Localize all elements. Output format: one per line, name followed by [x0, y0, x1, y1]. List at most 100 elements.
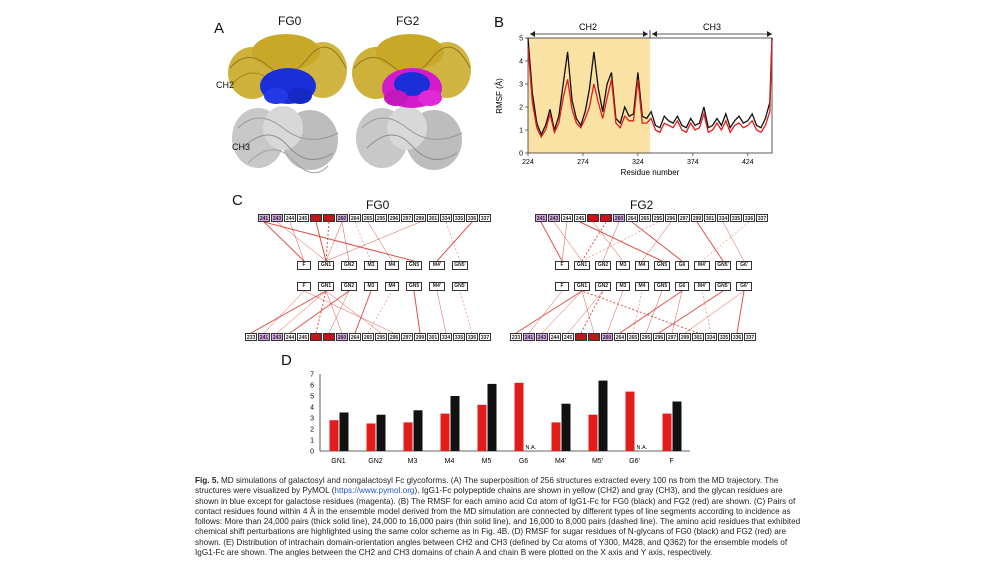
fg2-bar-4	[477, 404, 487, 451]
fg2-bottom-residue-box: 334	[705, 333, 717, 341]
figure-caption: Fig. 5. MD simulations of galactosyl and…	[195, 476, 807, 558]
fg0-upper-glycan-box: M3	[364, 261, 378, 270]
bar-category-label: M5'	[592, 458, 603, 465]
panel-a-label: A	[214, 20, 225, 37]
fg2-lower-contact-line	[567, 290, 604, 334]
fg0-upper-contact-line	[354, 221, 372, 262]
fg2-top-residue-box: 241	[535, 214, 547, 222]
y-tick-label: 4	[519, 59, 523, 66]
fg0-bar-7	[598, 380, 608, 451]
fg0-bottom-residue-box: 244	[284, 333, 296, 341]
fg2-upper-contact-line	[696, 221, 724, 262]
rmsf-plot-frame	[527, 37, 773, 154]
bar-y-tick-label: 4	[310, 405, 314, 412]
fg2-top-residue-box: 334	[717, 214, 729, 222]
fg0-bottom-residue-box: 245	[297, 333, 309, 341]
fg0-bar-6	[561, 403, 571, 451]
fg0-lower-contact-line	[328, 290, 350, 334]
fg2-bottom-residue-box	[588, 333, 600, 341]
fg2-bottom-residue-box: 336	[731, 333, 743, 341]
contact-fg0-title: FG0	[366, 198, 390, 212]
fg2-bottom-residue-box: 264	[614, 333, 626, 341]
fg2-lower-glycan-box: F	[555, 282, 569, 291]
fg2-upper-glycan-box: F	[555, 261, 569, 270]
fg2-upper-contact-line	[581, 221, 607, 262]
fg0-top-residue-box: 265	[362, 214, 374, 222]
fg2-lower-contact-line	[528, 290, 563, 334]
fg2-structure-title: FG2	[396, 14, 420, 28]
fg2-lower-contact-line	[671, 290, 683, 334]
fg2-ch3-gray	[356, 106, 463, 170]
fg2-bottom-residue-box: 296	[653, 333, 665, 341]
fg0-bar-9	[672, 401, 682, 451]
bar-category-label: GN1	[331, 458, 346, 465]
fg2-upper-contact-line	[561, 221, 568, 262]
fg0-glycan-blue	[260, 68, 316, 104]
fg0-bottom-residue-box: 335	[453, 333, 465, 341]
fg0-lower-contact-line	[354, 290, 372, 334]
fg0-lower-glycan-box: M4'	[429, 282, 445, 291]
fg0-lower-contact-line	[413, 290, 421, 334]
fg2-bar-5	[514, 382, 524, 451]
fg0-bar-2	[413, 410, 423, 451]
fg0-upper-glycan-box: GN5'	[452, 261, 468, 270]
fg0-upper-contact-line	[367, 221, 393, 262]
fg2-upper-glycan-box: GN2	[595, 261, 611, 270]
fg0-lower-contact-line	[315, 290, 327, 334]
fg0-bottom-residue-box: 336	[466, 333, 478, 341]
bar-category-label: M5	[482, 458, 492, 465]
fg0-upper-contact-line	[276, 221, 327, 262]
fg2-lower-contact-line	[684, 290, 745, 334]
fg0-upper-glycan-box: M4	[385, 261, 399, 270]
fg2-upper-glycan-box: M3	[616, 261, 630, 270]
fg2-lower-glycan-box: M3	[616, 282, 630, 291]
pymol-link[interactable]: https://www.pymol.org	[334, 486, 415, 496]
fg2-top-residue-box: 243	[548, 214, 560, 222]
fg2-bottom-residue-box: 244	[549, 333, 561, 341]
fg0-bar-3	[450, 396, 460, 451]
fg2-lower-contact-line	[606, 290, 624, 334]
fg0-top-residue-box: 296	[388, 214, 400, 222]
fg0-lower-glycan-box: M4	[385, 282, 399, 291]
fg0-top-residue-box: 336	[466, 214, 478, 222]
bar-category-label: M4'	[555, 458, 566, 465]
fg2-bar-6	[551, 422, 561, 451]
fg2-bottom-residue-box: 260	[601, 333, 613, 341]
fg2-bar-3	[440, 413, 450, 451]
fg2-bottom-residue-box: 295	[640, 333, 652, 341]
fg0-bar-4	[487, 383, 497, 451]
fg2-rmsf-line	[527, 40, 773, 139]
y-tick-label: 1	[519, 128, 523, 135]
fg2-upper-contact-line	[592, 221, 624, 262]
fg2-upper-glycan-box: G6'	[736, 261, 752, 270]
fg2-bar-9	[662, 413, 672, 451]
fg0-bottom-residue-box: 297	[401, 333, 413, 341]
y-tick-label: 3	[519, 82, 523, 89]
fg0-bar-1	[376, 414, 386, 451]
fg2-lower-glycan-box: GN5	[654, 282, 670, 291]
fg2-upper-glycan-box: M4'	[694, 261, 710, 270]
bar-y-tick-label: 5	[310, 394, 314, 401]
fg2-top-residue-box: 299	[691, 214, 703, 222]
region-arrows	[530, 30, 772, 38]
bar-category-label: GN2	[368, 458, 383, 465]
fg0-ch3-label: CH3	[232, 142, 251, 152]
fg0-upper-contact-line	[325, 221, 343, 262]
fg2-lower-glycan-box: GN5'	[715, 282, 731, 291]
fg2-upper-contact-line	[701, 221, 750, 262]
fg0-rmsf-line	[527, 37, 773, 137]
fg0-top-residue-box: 241	[258, 214, 270, 222]
fg0-lower-contact-line	[325, 290, 343, 334]
fg0-top-residue-box	[310, 214, 322, 222]
fg2-bottom-residue-box: 245	[562, 333, 574, 341]
bar-category-label: F	[669, 458, 673, 465]
glycan-rmsf-bar-chart: 0 1 2 3 4 5 6 7 GN1 GN2 M3 M4 M5 N.A. G6 M4' M5' N.A. G6' F	[310, 372, 690, 465]
fg0-upper-contact-line	[445, 221, 461, 262]
fg0-ch3-gray	[232, 106, 339, 174]
fg0-bottom-residue-box: 264	[349, 333, 361, 341]
fg0-top-residue-box: 244	[284, 214, 296, 222]
fg0-bottom-residue-box: 296	[388, 333, 400, 341]
fg0-upper-glycan-box: GN1	[318, 261, 334, 270]
fg0-upper-contact-line	[289, 221, 305, 262]
fg2-bottom-residue-box: 241	[523, 333, 535, 341]
